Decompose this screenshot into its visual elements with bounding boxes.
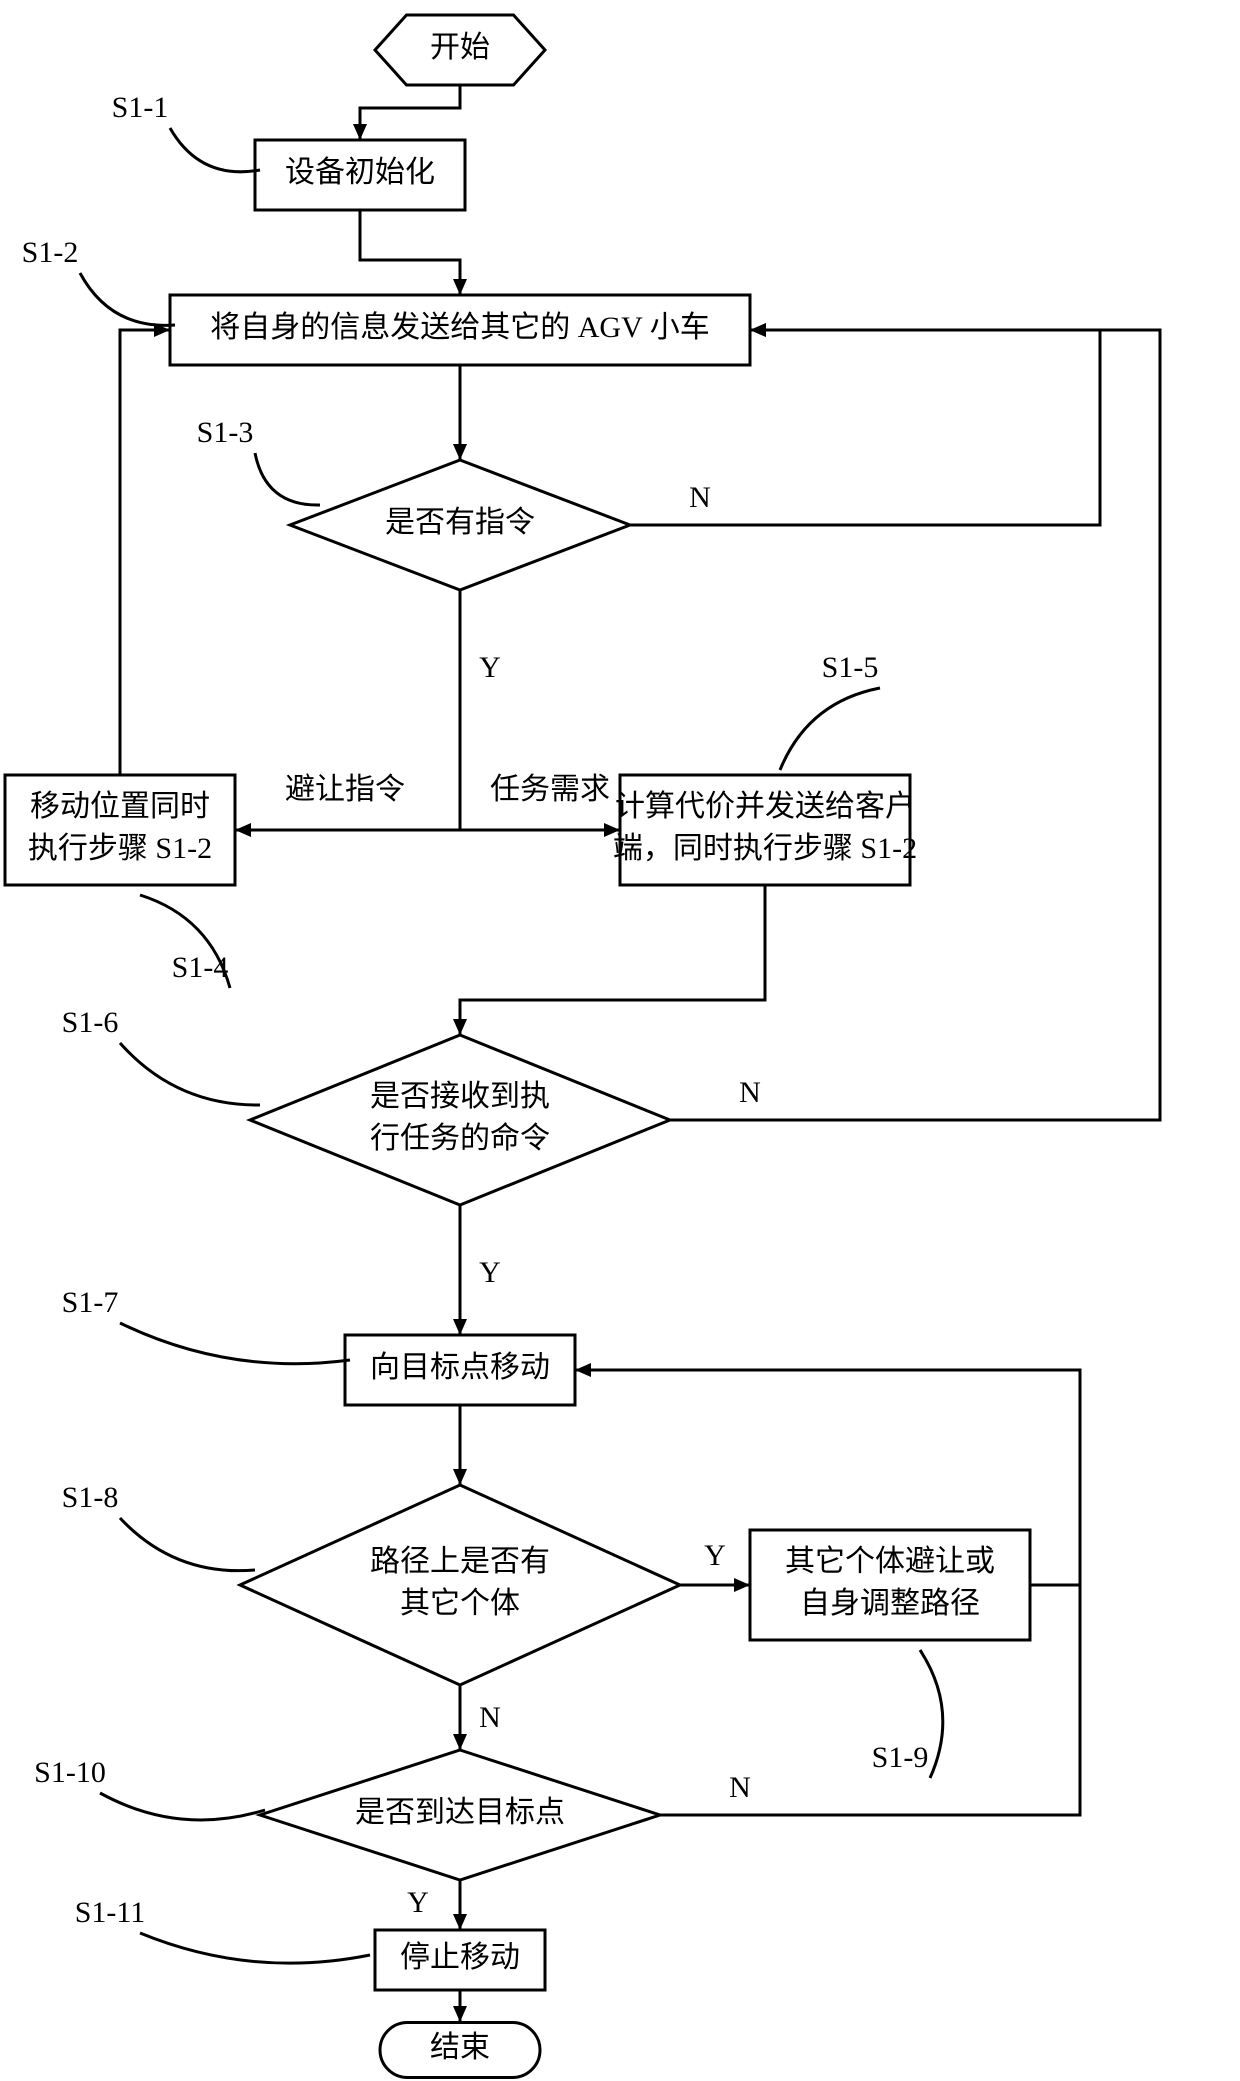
arrow-head	[235, 823, 251, 837]
edge-line	[360, 85, 460, 140]
step-label-S1-5: S1-5	[822, 651, 879, 684]
edge-label-s13-n: N	[689, 481, 711, 514]
step-label-pointer	[170, 128, 260, 172]
node-text-s1_8: 路径上是否有	[370, 1545, 550, 1578]
step-label-pointer	[80, 273, 175, 325]
node-text-start: 开始	[430, 31, 490, 64]
step-label-S1-2: S1-2	[22, 236, 79, 269]
node-s1_8	[240, 1485, 680, 1685]
node-text-s1_7: 向目标点移动	[370, 1351, 550, 1384]
arrow-head	[453, 1734, 467, 1750]
step-label-pointer	[120, 1518, 255, 1571]
step-label-S1-7: S1-7	[62, 1286, 119, 1319]
node-text-s1_9: 其它个体避让或	[785, 1545, 995, 1578]
step-label-S1-8: S1-8	[62, 1481, 119, 1514]
node-text-s1_2: 将自身的信息发送给其它的 AGV 小车	[210, 311, 709, 344]
edge-label-s110-y: Y	[407, 1886, 429, 1919]
node-text-s1_8: 其它个体	[400, 1587, 520, 1620]
arrow-head	[734, 1578, 750, 1592]
edge-label-s18-n: N	[479, 1701, 501, 1734]
arrow-head	[575, 1363, 591, 1377]
step-label-S1-11: S1-11	[75, 1896, 146, 1929]
arrow-head	[453, 1319, 467, 1335]
node-text-s1_4: 移动位置同时	[30, 790, 210, 823]
node-text-s1_10: 是否到达目标点	[355, 1796, 565, 1829]
node-text-s1_3: 是否有指令	[385, 506, 535, 539]
step-label-S1-6: S1-6	[62, 1006, 119, 1039]
arrow-head	[453, 1914, 467, 1930]
flowchart-canvas: N Y 避让指令 任务需求 N Y Y N N Y 开始设备初始化将自身的信息发送给其它的 AGV …	[0, 0, 1240, 2081]
node-text-s1_11: 停止移动	[400, 1941, 520, 1974]
step-label-S1-10: S1-10	[34, 1756, 106, 1789]
step-label-S1-9: S1-9	[872, 1741, 929, 1774]
step-label-pointer	[120, 1043, 260, 1105]
arrow-head	[453, 2006, 467, 2022]
node-text-s1_9: 自身调整路径	[800, 1587, 980, 1620]
node-text-s1_1: 设备初始化	[285, 156, 435, 189]
diamond-shape	[250, 1035, 670, 1205]
edge-label-s16-n: N	[739, 1076, 761, 1109]
step-label-S1-3: S1-3	[197, 416, 254, 449]
edge-label-s18-y: Y	[704, 1539, 726, 1572]
step-label-S1-4: S1-4	[172, 951, 229, 984]
edge-label-s16-y: Y	[479, 1256, 501, 1289]
edge-line	[120, 330, 170, 775]
arrow-head	[353, 124, 367, 140]
edge-line	[360, 210, 460, 295]
edge-line	[460, 885, 765, 1035]
step-label-S1-1: S1-1	[112, 91, 169, 124]
diamond-shape	[240, 1485, 680, 1685]
node-text-s1_5: 计算代价并发送给客户	[615, 790, 915, 823]
edge-label-branch-right: 任务需求	[490, 773, 610, 806]
node-text-s1_5: 端，同时执行步骤 S1-2	[613, 832, 917, 865]
edge-label-branch-left: 避让指令	[285, 773, 405, 806]
arrow-head	[453, 1469, 467, 1485]
arrow-head	[453, 279, 467, 295]
step-label-pointer	[780, 688, 880, 770]
node-text-s1_6: 是否接收到执	[370, 1080, 550, 1113]
node-s1_6	[250, 1035, 670, 1205]
node-text-s1_4: 执行步骤 S1-2	[28, 832, 212, 865]
step-label-pointer	[140, 1933, 370, 1963]
step-label-pointer	[120, 1323, 350, 1364]
arrow-head	[453, 444, 467, 460]
step-label-pointer	[100, 1793, 265, 1820]
edge-label-s13-y: Y	[479, 651, 501, 684]
step-label-pointer	[255, 453, 320, 505]
edge-label-s110-n: N	[729, 1771, 751, 1804]
node-text-end: 结束	[430, 2031, 490, 2064]
arrow-head	[750, 323, 766, 337]
node-text-s1_6: 行任务的命令	[370, 1122, 550, 1155]
arrow-head	[453, 1019, 467, 1035]
